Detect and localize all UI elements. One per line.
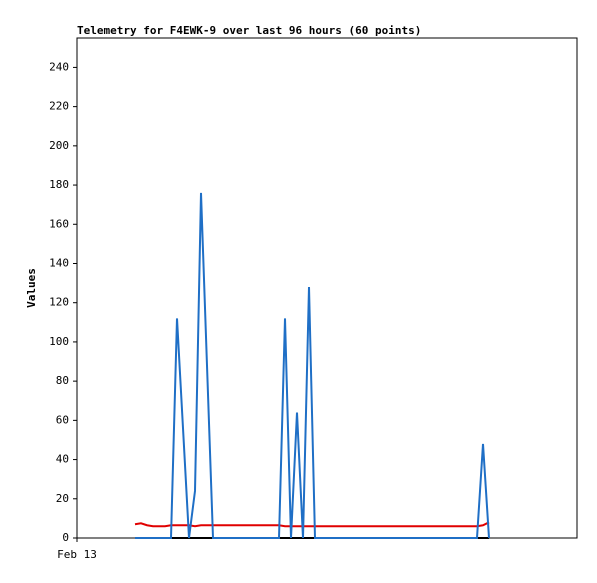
chart-title: Telemetry for F4EWK-9 over last 96 hours… — [77, 24, 421, 37]
y-tick-label: 220 — [49, 100, 69, 113]
y-tick-label: 200 — [49, 139, 69, 152]
y-tick-label: 140 — [49, 256, 69, 269]
series-line — [135, 192, 490, 539]
y-axis-label: Values — [25, 268, 38, 308]
y-tick-label: 120 — [49, 296, 69, 309]
y-tick-label: 160 — [49, 217, 69, 230]
y-tick-label: 60 — [56, 413, 69, 426]
series-line — [134, 521, 490, 528]
plot-frame — [76, 37, 578, 539]
y-tick-label: 0 — [62, 531, 69, 544]
y-tick-label: 40 — [56, 453, 69, 466]
y-tick-label: 240 — [49, 60, 69, 73]
y-tick-label: 180 — [49, 178, 69, 191]
y-tick-label: 80 — [56, 374, 69, 387]
y-tick-label: 100 — [49, 335, 69, 348]
y-tick-label: 20 — [56, 492, 69, 505]
x-tick-label: Feb 13 — [57, 548, 97, 561]
